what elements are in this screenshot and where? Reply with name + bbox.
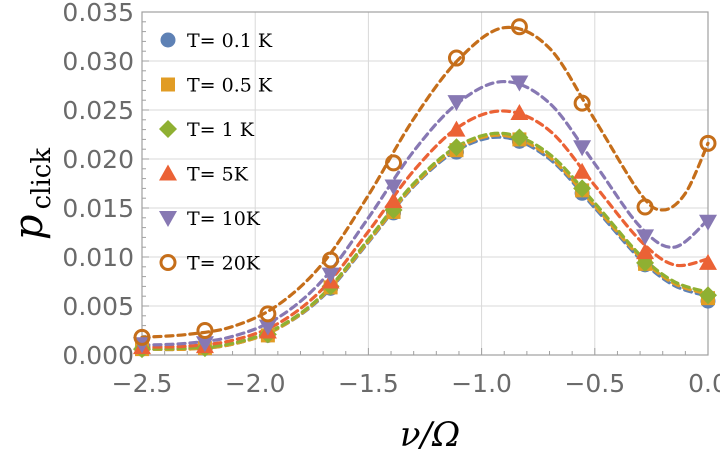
data-point-series-5 xyxy=(636,198,654,216)
data-point-series-4 xyxy=(321,267,340,284)
data-point-series-5 xyxy=(133,328,151,346)
data-point-series-5 xyxy=(699,134,717,152)
legend-marker-1 xyxy=(161,77,175,92)
data-point-series-4 xyxy=(573,140,592,157)
data-point-series-5 xyxy=(573,94,591,112)
legend-marker-4 xyxy=(159,211,177,227)
data-point-series-3 xyxy=(699,253,717,270)
fit-curve-series-2 xyxy=(140,131,710,351)
data-point-series-2 xyxy=(447,138,466,157)
data-point-series-4 xyxy=(384,179,403,196)
x-tick-label: −2.0 xyxy=(225,369,286,398)
y-tick-label: 0.010 xyxy=(62,243,134,272)
x-tick-label: −0.5 xyxy=(564,369,625,398)
data-point-series-5 xyxy=(322,251,340,269)
data-point-series-3 xyxy=(636,243,655,260)
data-point-series-4 xyxy=(447,95,466,112)
data-point-series-3 xyxy=(447,120,466,137)
legend-label-0: T= 0.1 K xyxy=(187,30,273,52)
data-point-series-3 xyxy=(384,192,403,209)
plot-frame xyxy=(141,11,709,356)
legend-marker-2 xyxy=(159,120,177,138)
data-point-series-4 xyxy=(699,214,717,231)
legend-label-5: T= 20K xyxy=(187,253,261,275)
data-point-series-2 xyxy=(699,286,717,305)
legend-label-3: T= 5K xyxy=(187,164,249,186)
data-point-series-4 xyxy=(636,229,655,246)
legend-label-2: T= 1 K xyxy=(187,119,255,141)
legend-label-1: T= 0.5 K xyxy=(187,75,273,97)
y-tick-label: 0.020 xyxy=(62,145,134,174)
data-point-series-4 xyxy=(510,75,529,92)
data-markers xyxy=(133,18,717,359)
data-point-series-5 xyxy=(196,322,214,339)
fit-curves xyxy=(140,25,710,352)
y-tick-label: 0.005 xyxy=(62,292,134,321)
x-tick-label: −1.0 xyxy=(451,369,512,398)
fit-curve-series-3 xyxy=(140,109,710,349)
y-tick-label: 0.030 xyxy=(62,47,134,76)
data-point-series-4 xyxy=(195,336,214,353)
data-point-series-2 xyxy=(573,179,592,198)
x-tick-label: −2.5 xyxy=(112,369,173,398)
data-point-series-2 xyxy=(510,128,529,147)
x-tick-label: 0.0 xyxy=(688,369,720,398)
fit-curve-series-4 xyxy=(140,79,710,347)
axis-ticks: −2.5 −2.0 −1.5 −1.0 −0.5 0.0 0.000 0.005 0.010 0.… xyxy=(62,0,720,398)
y-tick-label: 0.035 xyxy=(62,0,134,27)
data-point-series-3 xyxy=(573,162,592,179)
data-point-series-5 xyxy=(447,49,465,67)
data-point-series-5 xyxy=(385,154,403,172)
data-point-series-5 xyxy=(510,18,528,36)
data-point-series-5 xyxy=(259,305,277,323)
y-tick-label: 0.025 xyxy=(62,96,134,125)
y-tick-label: 0.015 xyxy=(62,194,134,223)
data-point-series-3 xyxy=(510,103,529,120)
y-tick-label: 0.000 xyxy=(62,341,134,370)
legend: T= 0.1 K T= 0.5 K T= 1 K T= 5K T= 10K T= 20K xyxy=(159,30,273,275)
legend-marker-5 xyxy=(159,254,177,271)
legend-marker-0 xyxy=(160,32,176,48)
legend-label-4: T= 10K xyxy=(187,208,261,230)
x-tick-label: −1.5 xyxy=(338,369,399,398)
y-axis-label-main: p xyxy=(6,215,52,241)
legend-marker-3 xyxy=(159,164,177,181)
data-point-series-4 xyxy=(258,319,277,336)
y-axis-label: p click xyxy=(6,148,57,240)
x-axis-label: ν/Ω xyxy=(400,415,460,455)
y-axis-label-sub: click xyxy=(27,148,57,210)
